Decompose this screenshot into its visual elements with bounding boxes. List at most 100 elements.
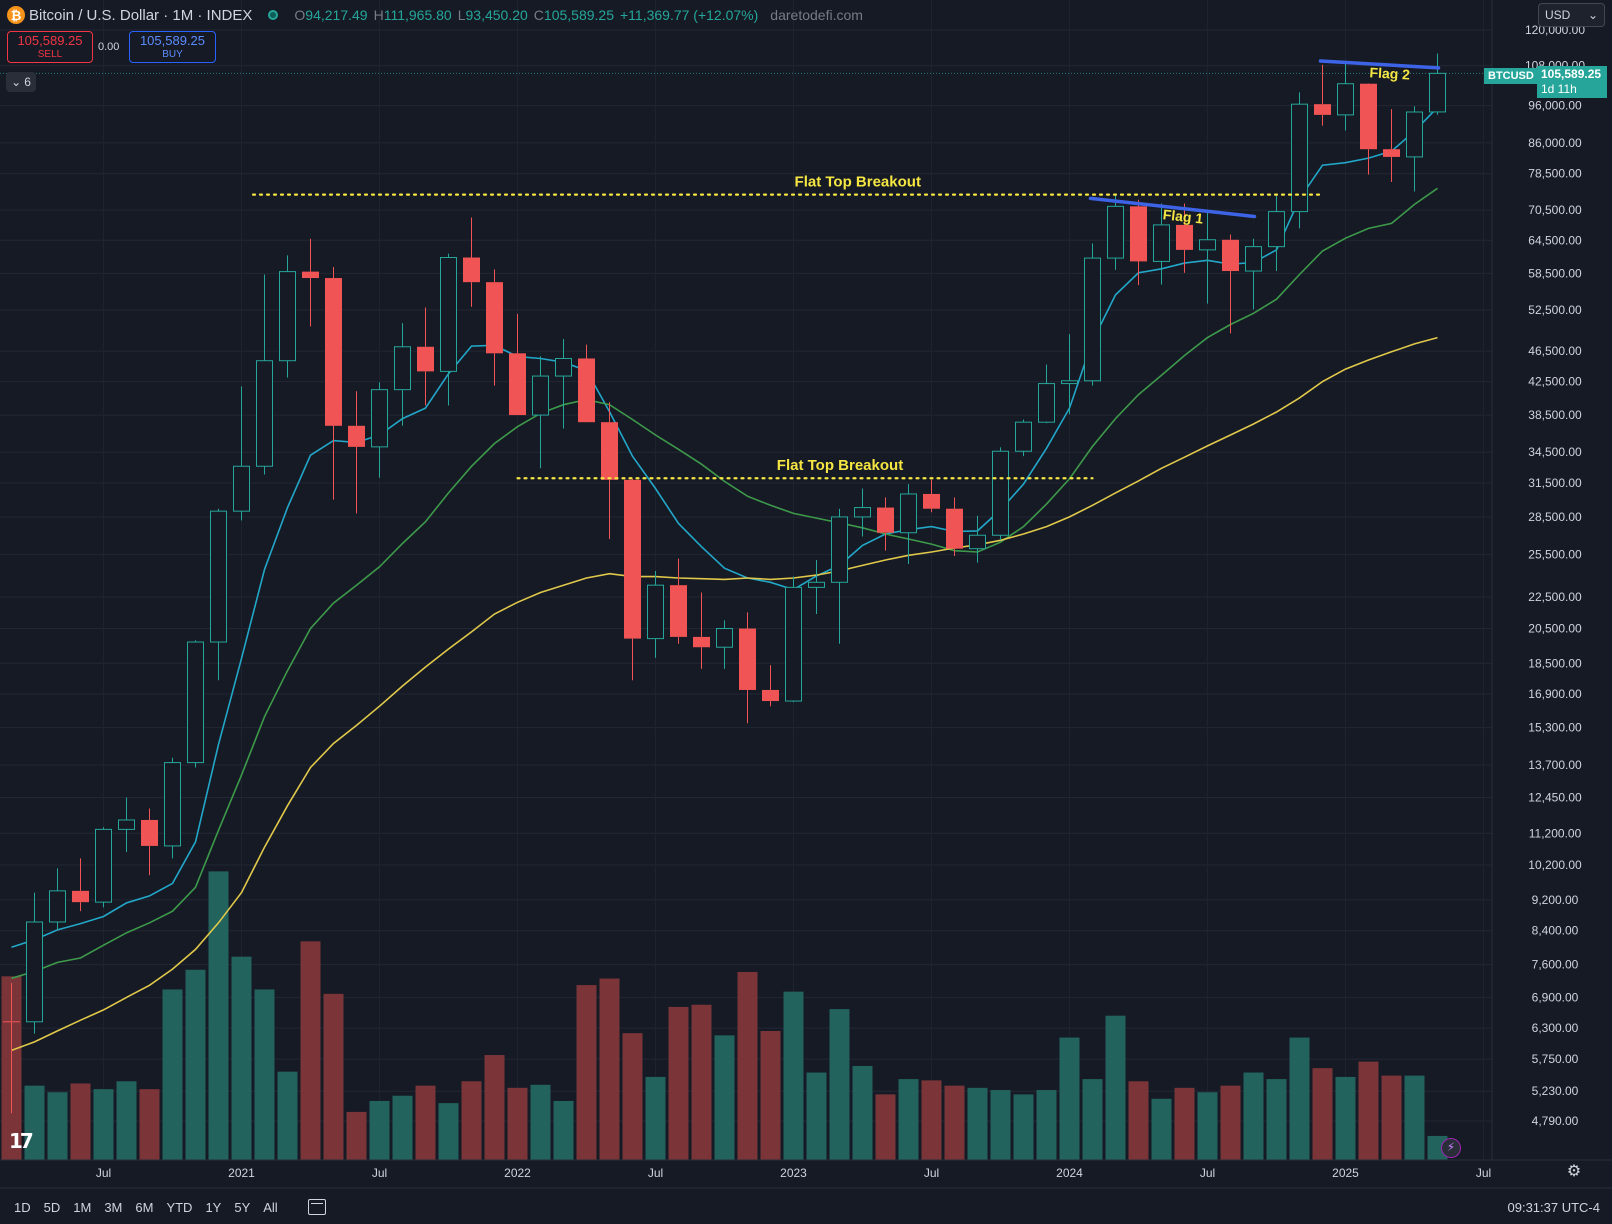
- y-tick-label: 6,300.00: [1532, 1021, 1579, 1035]
- x-tick-label: 2024: [1056, 1166, 1083, 1180]
- y-tick-label: 15,300.00: [1528, 721, 1582, 735]
- volume-bar: [300, 941, 321, 1160]
- tf-ytd[interactable]: YTD: [166, 1199, 193, 1215]
- buy-label: BUY: [162, 49, 183, 60]
- buy-price: 105,589.25: [139, 33, 206, 48]
- volume-bar: [162, 989, 183, 1160]
- candle-body: [1130, 206, 1147, 262]
- candle-body: [808, 581, 825, 588]
- candle: [969, 515, 986, 563]
- candle: [486, 269, 503, 386]
- market-status-icon[interactable]: [268, 10, 279, 20]
- candle-body: [923, 493, 940, 509]
- candle: [26, 892, 43, 1034]
- candle-body: [1245, 246, 1262, 272]
- y-tick-label: 7,600.00: [1532, 958, 1579, 972]
- y-tick-label: 9,200.00: [1532, 893, 1579, 907]
- flag-trendline: [1088, 196, 1257, 219]
- x-tick-label: 2023: [780, 1166, 807, 1180]
- symbol-title[interactable]: Bitcoin / U.S. Dollar · 1M · INDEX: [29, 6, 253, 24]
- chart-header: ₿ Bitcoin / U.S. Dollar · 1M · INDEX O 94…: [0, 0, 863, 30]
- tf-3m[interactable]: 3M: [104, 1199, 123, 1215]
- candle-body: [1314, 104, 1331, 115]
- volume-bar: [691, 1004, 712, 1160]
- tf-5y[interactable]: 5Y: [234, 1199, 251, 1215]
- volume-bar: [967, 1087, 988, 1160]
- tf-6m[interactable]: 6M: [135, 1199, 154, 1215]
- tf-5d[interactable]: 5D: [43, 1199, 61, 1215]
- volume-bar: [990, 1090, 1011, 1160]
- indicators-toggle[interactable]: ⌄ 6: [6, 72, 36, 92]
- volume-bar: [70, 1083, 91, 1160]
- x-tick-label: 2025: [1332, 1166, 1359, 1180]
- buy-button[interactable]: 105,589.25 BUY: [129, 31, 216, 63]
- candle: [233, 386, 250, 521]
- candle: [946, 497, 963, 556]
- volume-bar: [530, 1084, 551, 1160]
- calendar-icon[interactable]: [307, 1199, 326, 1215]
- x-tick-label: Jul: [1476, 1166, 1491, 1180]
- candle-body: [624, 479, 641, 639]
- ema-mid-line: [11, 187, 1438, 980]
- volume-bar: [208, 871, 229, 1160]
- volume-bar: [1197, 1092, 1218, 1160]
- tf-all[interactable]: All: [263, 1199, 278, 1215]
- volume-bar: [829, 1009, 850, 1160]
- volume-bar: [898, 1079, 919, 1160]
- y-tick-label: 52,500.00: [1528, 303, 1582, 317]
- candle-body: [26, 921, 43, 1023]
- volume-bar: [783, 991, 804, 1160]
- volume-bar: [93, 1089, 114, 1160]
- volume-bar: [1289, 1037, 1310, 1160]
- high-label: H: [373, 7, 384, 23]
- tf-1d[interactable]: 1D: [14, 1199, 31, 1215]
- volume-bar: [392, 1095, 413, 1160]
- tf-1m[interactable]: 1M: [73, 1199, 92, 1215]
- y-tick-label: 18,500.00: [1528, 656, 1582, 670]
- candle-body: [854, 507, 871, 518]
- y-tick-label: 64,500.00: [1528, 233, 1582, 247]
- flat-top-label: Flat Top Breakout: [795, 174, 921, 191]
- lightning-icon[interactable]: ⚡: [1441, 1138, 1461, 1158]
- y-tick-label: 46,500.00: [1528, 344, 1582, 358]
- sell-label: SELL: [37, 49, 63, 60]
- volume-bar: [760, 1030, 781, 1160]
- tradingview-logo[interactable]: 17: [9, 1129, 34, 1153]
- candle: [1153, 203, 1170, 285]
- volume-bar: [622, 1033, 643, 1160]
- candle: [1245, 238, 1262, 310]
- gear-icon[interactable]: ⚙: [1566, 1163, 1582, 1180]
- volume-bar: [1013, 1094, 1034, 1160]
- candle-body: [992, 450, 1009, 536]
- y-tick-label: 22,500.00: [1528, 590, 1582, 604]
- time-axis: Jul 2021 Jul 2022 Jul 2023 Jul 2024 Jul 2025 Jul: [96, 1166, 1491, 1180]
- y-tick-label: 20,500.00: [1528, 622, 1582, 636]
- candle-body: [187, 641, 204, 764]
- candle-body: [72, 890, 89, 903]
- candle: [992, 447, 1009, 541]
- candle: [1038, 364, 1055, 424]
- candle: [1061, 334, 1078, 415]
- y-tick-label: 5,750.00: [1532, 1052, 1579, 1066]
- x-tick-label: Jul: [924, 1166, 939, 1180]
- clock[interactable]: 09:31:37 UTC-4: [1507, 1199, 1601, 1215]
- candle: [3, 982, 20, 1114]
- candle-body: [348, 425, 365, 447]
- candle-body: [210, 510, 227, 643]
- candle: [647, 570, 664, 658]
- sell-button[interactable]: 105,589.25 SELL: [7, 31, 93, 63]
- volume-bar: [139, 1089, 160, 1160]
- volume-bar: [668, 1006, 689, 1160]
- candle-body: [1176, 224, 1193, 250]
- currency-select[interactable]: USD ⌄: [1538, 3, 1605, 27]
- tf-1y[interactable]: 1Y: [205, 1199, 222, 1215]
- candle-body: [1061, 380, 1078, 385]
- candle-body: [831, 516, 848, 583]
- candle: [463, 217, 480, 307]
- annotations: Flat Top Breakout Flat Top Breakout Flag 1…: [251, 59, 1441, 480]
- candle: [1199, 212, 1216, 304]
- y-tick-label: 11,200.00: [1529, 826, 1582, 840]
- volume-bar: [852, 1065, 873, 1160]
- y-tick-label: 31,500.00: [1528, 476, 1582, 490]
